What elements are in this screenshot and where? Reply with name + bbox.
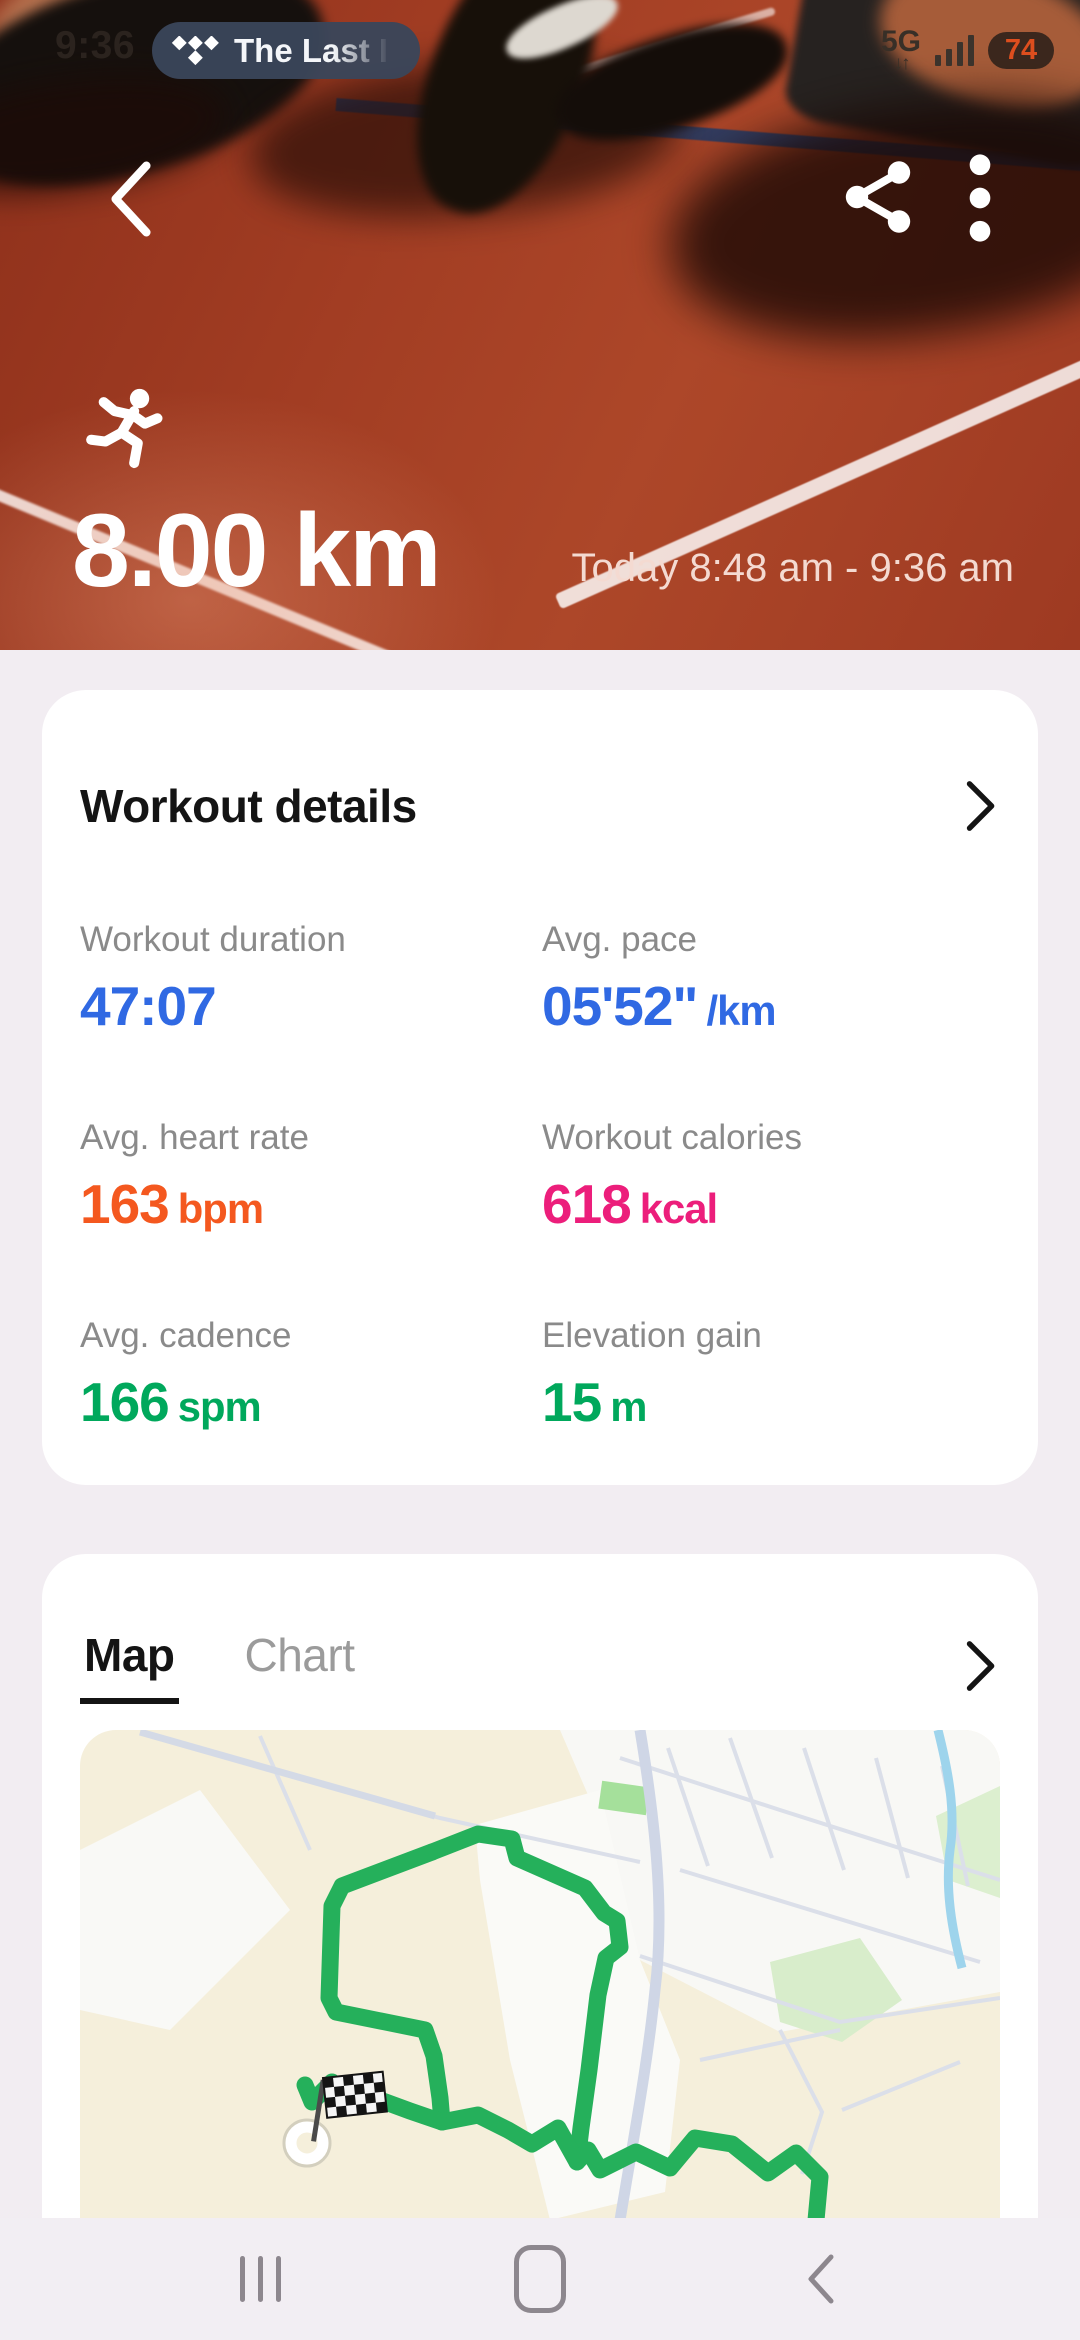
route-left-loop [320, 1843, 451, 2131]
distance-value: 8.00 km [72, 493, 442, 609]
map-chart-tabs: Map Chart [80, 1628, 358, 1704]
hero-track-photo [0, 0, 1080, 650]
chevron-right-icon [966, 1641, 995, 1691]
network-5g-icon: 5G ↓↑ [880, 25, 921, 74]
battery-icon: 74 [988, 31, 1054, 69]
map-road [139, 1730, 436, 1820]
chevron-right-icon [966, 781, 995, 831]
map-main-road [614, 1730, 665, 2220]
status-bar: 9:36 The Last In 5G ↓↑ 74 [0, 0, 1080, 100]
nav-back-button[interactable] [775, 2234, 865, 2324]
map-chart-card: Map Chart [42, 1554, 1038, 2340]
stat-workout-duration: Workout duration 47:07 [80, 920, 346, 1037]
route-main-loop [423, 1825, 629, 2171]
stat-elevation-gain: Elevation gain 15 m [542, 1316, 762, 1433]
status-icons: 5G ↓↑ 74 [881, 18, 1054, 82]
more-vertical-icon [969, 154, 991, 242]
start-marker-outline [282, 2118, 332, 2168]
map-river [933, 1730, 967, 1970]
session-time: Today 8:48 am - 9:36 am [571, 546, 1014, 590]
map-white-area [475, 1790, 680, 2220]
runner-icon [84, 386, 170, 477]
signal-strength-icon [935, 34, 974, 66]
finish-flag-marker [311, 2070, 388, 2142]
map-white-area [80, 1790, 290, 2030]
stat-workout-calories: Workout calories 618 kcal [542, 1118, 803, 1235]
system-navigation-bar [0, 2218, 1080, 2340]
back-icon [808, 2254, 834, 2304]
recents-icon [239, 2256, 281, 2302]
route-map[interactable] [80, 1730, 1000, 2220]
workout-details-card: Workout details Workout duration 47:07 A… [42, 690, 1038, 1485]
recents-button[interactable] [215, 2234, 305, 2324]
tab-map[interactable]: Map [80, 1628, 179, 1704]
more-options-button[interactable] [944, 150, 1016, 246]
stat-avg-cadence: Avg. cadence 166 spm [80, 1316, 292, 1433]
status-time: 9:36 [55, 24, 136, 67]
home-button[interactable] [495, 2234, 585, 2324]
share-button[interactable] [828, 150, 928, 246]
share-icon [845, 160, 911, 233]
workout-details-title: Workout details [80, 780, 417, 832]
tidal-diamonds-icon [171, 35, 219, 65]
back-button[interactable] [86, 155, 176, 245]
tab-chart[interactable]: Chart [241, 1628, 359, 1698]
workout-stats-grid: Workout duration 47:07 Avg. pace 05'52" /… [80, 920, 1000, 1434]
media-pill-title: The Last In [234, 31, 394, 69]
workout-details-open-button[interactable] [940, 776, 1000, 836]
stat-avg-pace: Avg. pace 05'52"/km [542, 920, 777, 1037]
map-park [598, 1780, 650, 1816]
chevron-left-icon [111, 161, 151, 236]
media-notification-pill[interactable]: The Last In [152, 22, 420, 79]
start-marker-ring [285, 2121, 329, 2165]
home-icon [514, 2245, 566, 2313]
battery-percent: 74 [1004, 33, 1038, 66]
stat-avg-heart-rate: Avg. heart rate 163 bpm [80, 1118, 309, 1235]
checkered-flag-icon [321, 2070, 388, 2119]
map-open-button[interactable] [940, 1636, 1000, 1696]
